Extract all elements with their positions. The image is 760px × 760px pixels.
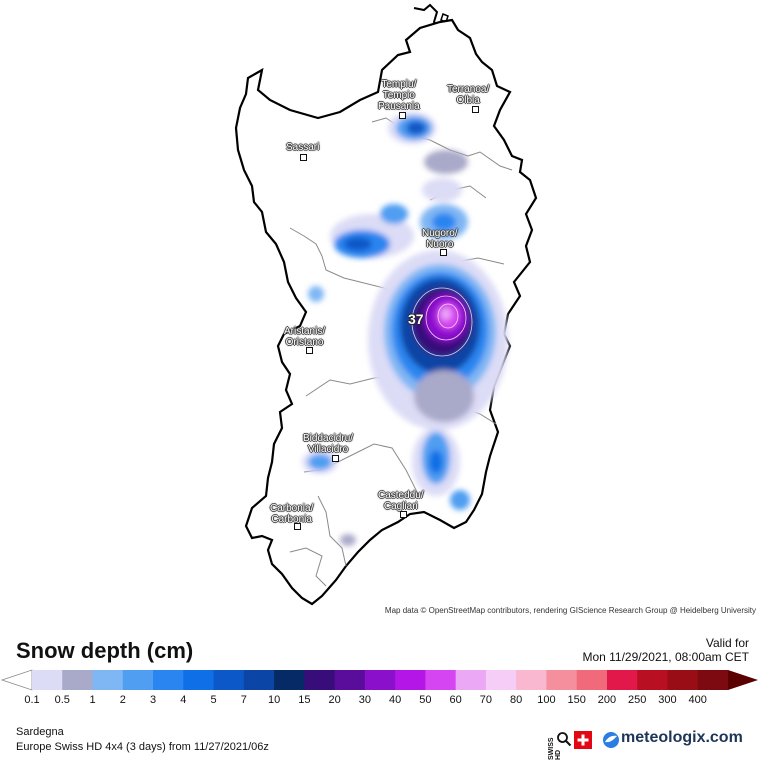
scale-tick-label: 300 bbox=[658, 694, 676, 704]
scale-tick-label: 0.5 bbox=[55, 694, 70, 704]
region-name: Sardegna bbox=[16, 726, 64, 738]
scale-cell bbox=[364, 670, 396, 690]
scale-cell bbox=[425, 670, 457, 690]
scale-tick-label: 0.1 bbox=[24, 694, 39, 704]
scale-cell bbox=[243, 670, 275, 690]
city-label-nuoro: Nugoro/Nuoro bbox=[422, 228, 458, 250]
meteologix-logo-text[interactable]: meteologix.com bbox=[621, 729, 743, 746]
scale-cell bbox=[455, 670, 487, 690]
valid-time: Mon 11/29/2021, 08:00am CET bbox=[582, 650, 749, 664]
scale-tick-label: 40 bbox=[389, 694, 401, 704]
city-label-oristano: Aristanis/Oristano bbox=[284, 326, 326, 348]
city-label-olbia: Terranoa/Olbia bbox=[447, 84, 490, 106]
scale-tick-label: 30 bbox=[359, 694, 371, 704]
color-scale: 0.1 0.5 1 2 3 4 5 7 10 15 20 30 40 50 60 70 80 100 150 200 2… bbox=[0, 669, 758, 704]
snow-depth-field bbox=[302, 112, 508, 546]
scale-cell bbox=[32, 670, 63, 690]
legend-title: Snow depth (cm) bbox=[16, 638, 194, 663]
swiss-flag-icon bbox=[574, 731, 592, 749]
meteologix-logo-icon[interactable] bbox=[602, 731, 620, 749]
scale-tick-label: 200 bbox=[598, 694, 616, 704]
scale-tick-label: 4 bbox=[180, 694, 186, 704]
isolines bbox=[411, 287, 473, 357]
scale-tick-label: 7 bbox=[241, 694, 247, 704]
scale-arrow-right bbox=[728, 670, 758, 690]
scale-cell bbox=[697, 670, 729, 690]
map-canvas bbox=[234, 3, 538, 606]
scale-tick-label: 2 bbox=[120, 694, 126, 704]
scale-tick-label: 400 bbox=[689, 694, 707, 704]
scale-cell bbox=[304, 670, 336, 690]
scale-cell bbox=[576, 670, 608, 690]
city-label-sassari: Sassari bbox=[286, 142, 320, 153]
city-marker-oristano bbox=[306, 347, 313, 354]
peak-value-label: 37 bbox=[408, 311, 424, 327]
model-run-info: Europe Swiss HD 4x4 (3 days) from 11/27/… bbox=[16, 741, 269, 753]
city-marker-nuoro bbox=[440, 249, 447, 256]
scale-cell bbox=[606, 670, 638, 690]
scale-arrow-left bbox=[0, 669, 33, 691]
scale-cell bbox=[334, 670, 366, 690]
scale-tick-label: 3 bbox=[150, 694, 156, 704]
scale-tick-label: 5 bbox=[211, 694, 217, 704]
scale-tick-label: 20 bbox=[328, 694, 340, 704]
scale-cell bbox=[92, 670, 124, 690]
city-label-tempio: Tempiu/Tempio Pausania bbox=[378, 79, 420, 112]
city-marker-tempio bbox=[399, 112, 406, 119]
map-attribution: Map data © OpenStreetMap contributors, r… bbox=[337, 605, 760, 617]
city-label-cagliari: Casteddu/Cagliari bbox=[378, 490, 424, 512]
scale-tick-label: 60 bbox=[450, 694, 462, 704]
magnifier-icon[interactable] bbox=[556, 731, 572, 747]
scale-cell bbox=[122, 670, 154, 690]
scale-tick-label: 80 bbox=[510, 694, 522, 704]
scale-cell bbox=[183, 670, 215, 690]
city-marker-cagliari bbox=[400, 511, 407, 518]
scale-cell bbox=[153, 670, 184, 690]
city-marker-villacidro bbox=[332, 455, 339, 462]
scale-tick-label: 150 bbox=[568, 694, 586, 704]
valid-for-label: Valid for bbox=[705, 636, 749, 650]
scale-tick-label: 100 bbox=[537, 694, 555, 704]
snow-depth-map[interactable]: Tempiu/Tempio Pausania Terranoa/Olbia Sas… bbox=[0, 0, 760, 617]
scale-tick-label: 250 bbox=[628, 694, 646, 704]
scale-cell bbox=[274, 670, 305, 690]
city-label-carbonia: Carbonia/Carbonia bbox=[270, 503, 314, 525]
scale-cell bbox=[516, 670, 547, 690]
scale-cell bbox=[62, 670, 94, 690]
city-marker-olbia bbox=[472, 106, 479, 113]
scale-cell bbox=[395, 670, 426, 690]
scale-cell bbox=[667, 670, 699, 690]
scale-cell bbox=[213, 670, 245, 690]
scale-cell bbox=[485, 670, 517, 690]
scale-tick-label: 50 bbox=[419, 694, 431, 704]
city-marker-sassari bbox=[300, 154, 307, 161]
scale-tick-label: 10 bbox=[268, 694, 280, 704]
scale-tick-label: 1 bbox=[89, 694, 95, 704]
scale-tick-label: 70 bbox=[480, 694, 492, 704]
city-marker-carbonia bbox=[294, 523, 301, 530]
scale-tick-label: 15 bbox=[298, 694, 310, 704]
scale-cell bbox=[637, 670, 668, 690]
city-label-villacidro: Biddacidru/Villacidro bbox=[303, 433, 354, 455]
scale-cell bbox=[546, 670, 578, 690]
